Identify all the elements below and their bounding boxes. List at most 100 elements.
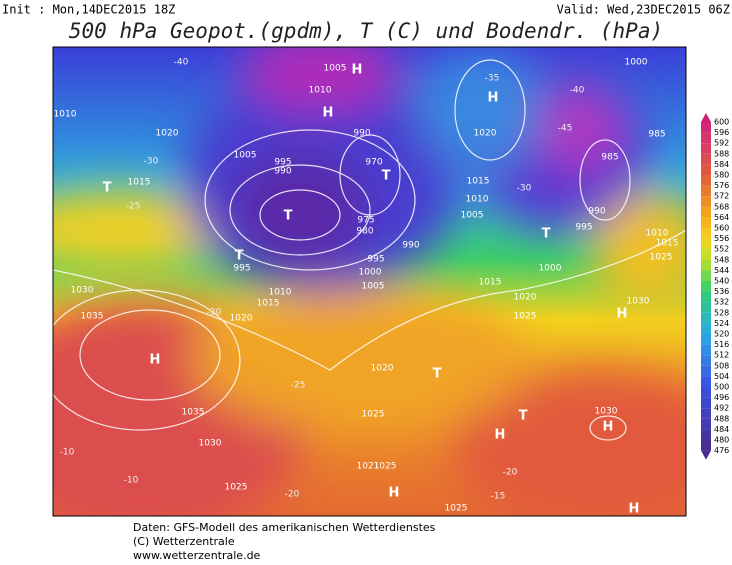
isobar-label: 1015 — [656, 239, 679, 249]
colorbar-swatch — [701, 302, 711, 313]
colorbar-swatch — [701, 153, 711, 165]
temperature-label: -20 — [207, 308, 222, 318]
temperature-label: -25 — [291, 381, 306, 391]
pressure-center: T — [519, 409, 528, 424]
colorbar-tick-label: 588 — [714, 149, 729, 158]
colorbar-tick-label: 528 — [714, 308, 729, 317]
temperature-label: -40 — [174, 58, 189, 68]
pressure-center: T — [382, 169, 391, 184]
colorbar-swatch — [701, 270, 711, 281]
map-field — [53, 47, 686, 516]
pressure-center: H — [603, 420, 614, 435]
map-frame — [52, 46, 687, 517]
temperature-label: -20 — [503, 468, 518, 478]
pressure-center: T — [103, 181, 112, 196]
pressure-center: H — [352, 63, 363, 78]
isobar-label: 970 — [365, 158, 382, 168]
isobar-label: 1035 — [182, 408, 205, 418]
isobar-label: 1005 — [461, 211, 484, 221]
temperature-label: -20 — [285, 490, 300, 500]
pressure-center: H — [488, 91, 499, 106]
colorbar-swatch — [701, 132, 711, 144]
isobar-label: 1010 — [54, 110, 77, 120]
colorbar-swatch — [701, 228, 711, 239]
isobar-label: 1030 — [199, 439, 222, 449]
colorbar-swatch — [701, 376, 711, 387]
pressure-center: H — [495, 428, 506, 443]
isobar-label: 995 — [233, 264, 250, 274]
colorbar-swatch — [701, 122, 711, 133]
isobar-label: 1025 — [445, 504, 468, 514]
footer-line: www.wetterzentrale.de — [133, 549, 261, 562]
colorbar-tick-label: 524 — [714, 319, 729, 328]
isobar-label: 1005 — [324, 64, 347, 74]
colorbar-tick-label: 508 — [714, 361, 729, 370]
colorbar-swatch — [701, 312, 711, 324]
isobar-label: 1030 — [627, 297, 650, 307]
colorbar-swatch — [701, 355, 711, 366]
colorbar-swatch — [701, 323, 711, 334]
pressure-center: T — [433, 367, 442, 382]
colorbar-swatch — [701, 387, 711, 398]
colorbar-swatch — [701, 175, 711, 186]
colorbar-swatch — [701, 397, 711, 409]
colorbar-swatch — [701, 418, 711, 430]
colorbar-swatch — [701, 291, 711, 303]
isobar-label: 985 — [601, 153, 618, 163]
colorbar-tick-label: 564 — [714, 213, 729, 222]
colorbar-tick-label: 484 — [714, 425, 729, 434]
footer-line: (C) Wetterzentrale — [133, 535, 235, 548]
colorbar-swatch — [701, 334, 711, 345]
isobar-label: 1015 — [467, 177, 490, 187]
isobar-label: 975 — [357, 216, 374, 226]
temperature-label: -45 — [558, 124, 573, 134]
colorbar-tick-label: 580 — [714, 171, 729, 180]
temperature-label: -25 — [126, 202, 141, 212]
colorbar-tick-label: 576 — [714, 181, 729, 190]
colorbar-swatch — [701, 238, 711, 250]
map-title: 500 hPa Geopot.(gpdm), T (C) und Bodendr… — [69, 19, 663, 43]
isobar-label: 1010 — [646, 229, 669, 239]
colorbar-tick-label: 568 — [714, 202, 729, 211]
isobar-label: 1020 — [230, 314, 253, 324]
isobar-label: 1000 — [359, 268, 382, 278]
pressure-center: H — [323, 106, 334, 121]
isobar-label: 1015 — [479, 278, 502, 288]
isobar-label: 990 — [402, 241, 419, 251]
isobar-label: 1025 — [514, 312, 537, 322]
colorbar-tick-label: 504 — [714, 372, 729, 381]
isobar-label: 995 — [274, 158, 291, 168]
isobar-label: 1020 — [474, 129, 497, 139]
colorbar-tick-label: 536 — [714, 287, 729, 296]
colorbar-swatch — [701, 281, 711, 292]
colorbar-tick-label: 584 — [714, 160, 729, 169]
isobar-label: 1030 — [595, 407, 618, 417]
colorbar-swatch — [701, 249, 711, 260]
isobar-label: 1025 — [362, 410, 385, 420]
temperature-label: -30 — [517, 184, 532, 194]
isobar-label: 1025 — [650, 253, 673, 263]
isobar-label: 980 — [356, 227, 373, 237]
colorbar-tick-label: 480 — [714, 436, 729, 445]
colorbar-tick-label: 492 — [714, 404, 729, 413]
temperature-label: -35 — [485, 74, 500, 84]
isobar-label: 995 — [575, 223, 592, 233]
colorbar-swatch — [701, 440, 711, 451]
colorbar-tick-label: 592 — [714, 139, 729, 148]
colorbar-swatch — [701, 196, 711, 207]
temperature-label: -15 — [491, 492, 506, 502]
colorbar-swatch — [701, 365, 711, 377]
colorbar-tick-label: 500 — [714, 383, 729, 392]
colorbar-tick-label: 516 — [714, 340, 729, 349]
isobar-label: 1030 — [71, 286, 94, 296]
colorbar-tick-label: 488 — [714, 414, 729, 423]
colorbar-swatch — [701, 344, 711, 356]
isobar-label: 1021 — [357, 462, 380, 472]
isobar-label: 1020 — [371, 364, 394, 374]
colorbar-swatch — [701, 185, 711, 197]
footer-line: Daten: GFS-Modell des amerikanischen Wet… — [133, 521, 436, 534]
isobar-label: 1015 — [128, 178, 151, 188]
pressure-center: T — [284, 209, 293, 224]
